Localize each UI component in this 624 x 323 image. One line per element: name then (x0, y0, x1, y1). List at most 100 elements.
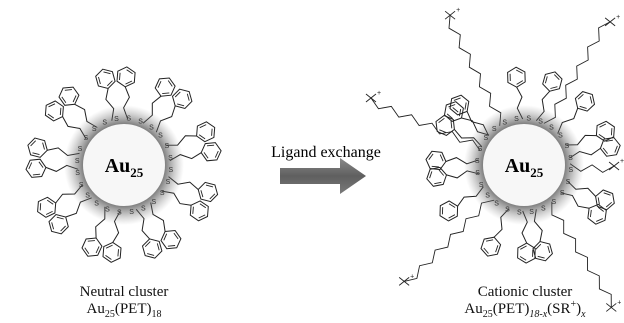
benzene-ring (439, 200, 459, 222)
sulfur-atom: S (126, 116, 131, 123)
sulfur-atom: S (83, 135, 88, 142)
sulfur-atom: S (549, 124, 554, 131)
sulfur-atom: S (568, 167, 573, 174)
sulfur-atom: S (114, 116, 119, 123)
sulfur-atom: S (78, 146, 83, 153)
benzene-ring (95, 68, 116, 90)
benzene-ring (480, 236, 502, 257)
sulfur-atom: S (102, 120, 107, 127)
charge-symbol: + (410, 273, 414, 280)
sulfur-atom: S (529, 209, 534, 216)
sulfur-atom: S (485, 192, 490, 199)
sulfur-atom: S (517, 209, 522, 216)
arrow-label: Ligand exchange (271, 144, 381, 161)
au25-core (83, 124, 165, 206)
sulfur-atom: S (164, 143, 169, 150)
benzene-ring (37, 196, 57, 218)
sulfur-atom: S (75, 170, 80, 177)
charge-symbol: + (456, 7, 460, 14)
sulfur-atom: S (479, 182, 484, 189)
charge-symbol: + (616, 14, 620, 21)
sulfur-atom: S (564, 143, 569, 150)
sulfur-atom: S (138, 119, 143, 126)
benzene-ring (425, 150, 447, 171)
benzene-ring (587, 203, 607, 225)
benzene-ring (595, 189, 615, 211)
benzene-ring (81, 237, 103, 257)
benzene-ring (141, 238, 163, 259)
sulfur-atom: S (168, 155, 173, 162)
sulfur-atom: S (566, 179, 571, 186)
benzene-ring (507, 66, 526, 88)
cationic-ligand: + (543, 14, 620, 124)
benzene-ring (574, 91, 596, 112)
sulfur-atom: S (158, 133, 163, 140)
neutral-caption-name: Neutral cluster (79, 284, 169, 300)
sulfur-atom: S (166, 179, 171, 186)
sulfur-atom: S (475, 170, 480, 177)
charge-symbol: + (620, 158, 624, 165)
sulfur-atom: S (75, 158, 80, 165)
core-label: Au25 (505, 155, 544, 180)
sulfur-atom: S (551, 199, 556, 206)
benzene-ring (517, 242, 536, 264)
sulfur-atom: S (568, 155, 573, 162)
sulfur-atom: S (141, 205, 146, 212)
benzene-ring (542, 71, 563, 92)
sulfur-atom: S (541, 205, 546, 212)
sulfur-atom: S (117, 209, 122, 216)
benzene-ring (435, 114, 455, 136)
benzene-ring (197, 181, 219, 203)
sulfur-atom: S (526, 116, 531, 123)
sulfur-atom: S (160, 190, 165, 197)
sulfur-atom: S (505, 207, 510, 214)
sulfur-atom: S (92, 126, 97, 133)
benzene-ring (449, 94, 470, 116)
pet-ligand (81, 206, 106, 257)
benzene-ring (200, 142, 222, 162)
benzene-ring (443, 101, 464, 122)
sulfur-atom: S (560, 190, 565, 197)
sulfur-atom: S (149, 124, 154, 131)
benzene-ring (58, 86, 80, 106)
sulfur-atom: S (478, 146, 483, 153)
sulfur-atom: S (85, 192, 90, 199)
sulfur-atom: S (538, 119, 543, 126)
benzene-ring (154, 77, 176, 97)
cationic-caption: Cationic cluster Au25(PET)18-x(SR+)x (430, 284, 620, 320)
sulfur-atom: S (483, 135, 488, 142)
sulfur-atom: S (475, 158, 480, 165)
ligand-exchange-arrow: Ligand exchange (271, 144, 381, 194)
sulfur-atom: S (105, 207, 110, 214)
pet-ligand (150, 202, 182, 250)
cationic-ligands: + + + + + + (365, 7, 624, 312)
charge-symbol: + (377, 90, 381, 97)
sulfur-atom: S (492, 126, 497, 133)
benzene-ring (599, 137, 621, 157)
pet-ligand (58, 86, 98, 128)
sulfur-atom: S (129, 209, 134, 216)
sulfur-atom: S (79, 182, 84, 189)
benzene-ring (160, 229, 182, 250)
pet-ligand (48, 197, 92, 235)
benzene-ring (595, 120, 615, 142)
sulfur-atom: S (494, 201, 499, 208)
neutral-formula: Au25(PET)18 (86, 301, 162, 320)
core-label: Au25 (105, 155, 144, 180)
cationic-caption-name: Cationic cluster (477, 284, 573, 300)
cationic-ligand: + (444, 7, 502, 126)
benzene-ring (102, 241, 122, 263)
cationic-formula: Au25(PET)18-x(SR+)x (464, 299, 586, 320)
pet-ligands (425, 66, 621, 264)
sulfur-atom: S (558, 133, 563, 140)
au25-core (483, 124, 565, 206)
pet-ligand (565, 120, 615, 146)
cationic-ligand: + (365, 90, 481, 151)
charge-symbol: + (617, 299, 621, 306)
sulfur-atom: S (168, 167, 173, 174)
